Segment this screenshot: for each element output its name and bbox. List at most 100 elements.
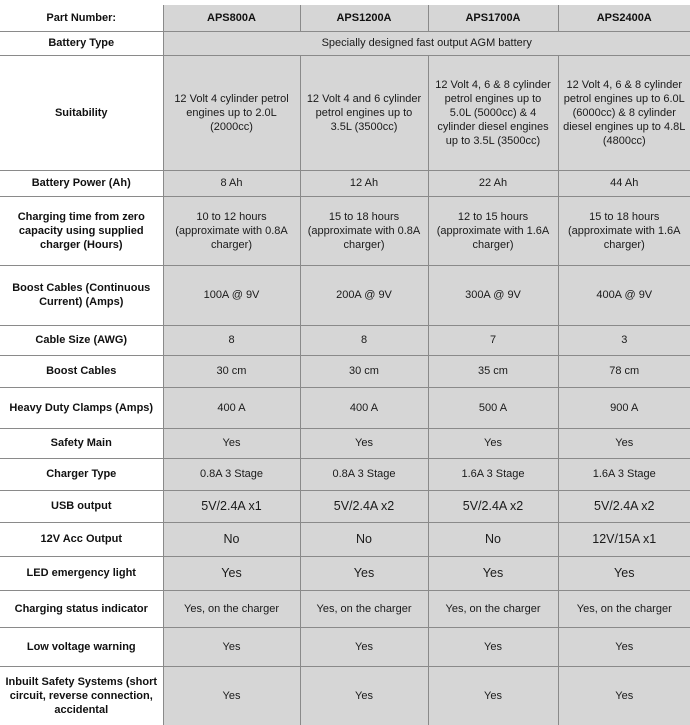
cell-value: 3 bbox=[557, 325, 690, 356]
cell-value: Yes bbox=[557, 428, 690, 459]
cell-value: 12 to 15 hours (approximate with 1.6A ch… bbox=[427, 196, 558, 266]
cell-value: Yes bbox=[427, 627, 558, 667]
cell-value: Yes bbox=[427, 666, 558, 725]
cell-value: 1.6A 3 Stage bbox=[427, 458, 558, 491]
cell-value: Yes bbox=[299, 627, 428, 667]
cell-value: 12 Ah bbox=[299, 170, 428, 197]
table-row: Battery Power (Ah) 8 Ah 12 Ah 22 Ah 44 Ah bbox=[0, 170, 690, 197]
model-aps800a: APS800A bbox=[162, 5, 300, 32]
row-label: Heavy Duty Clamps (Amps) bbox=[0, 387, 163, 429]
cell-value: Yes, on the charger bbox=[427, 590, 558, 628]
model-aps1700a: APS1700A bbox=[427, 5, 558, 32]
cell-value: 7 bbox=[427, 325, 558, 356]
table-row: USB output 5V/2.4A x1 5V/2.4A x2 5V/2.4A x2… bbox=[0, 490, 690, 523]
cell-value: Yes, on the charger bbox=[299, 590, 428, 628]
cell-value: Yes bbox=[162, 666, 300, 725]
row-label: Charger Type bbox=[0, 458, 163, 491]
row-label: Cable Size (AWG) bbox=[0, 325, 163, 356]
cell-value: No bbox=[427, 522, 558, 557]
cell-value: Yes bbox=[162, 428, 300, 459]
table-row: Suitability 12 Volt 4 cylinder petrol eng… bbox=[0, 55, 690, 171]
cell-value: Yes bbox=[557, 666, 690, 725]
table-row: Inbuilt Safety Systems (short circuit, r… bbox=[0, 666, 690, 725]
row-label: LED emergency light bbox=[0, 556, 163, 591]
cell-value: 10 to 12 hours (approximate with 0.8A ch… bbox=[162, 196, 300, 266]
table-row: Charger Type 0.8A 3 Stage 0.8A 3 Stage 1.6A… bbox=[0, 458, 690, 491]
cell-value: Yes bbox=[557, 627, 690, 667]
table-row: 12V Acc Output No No No 12V/15A x1 bbox=[0, 522, 690, 557]
cell-value: Yes bbox=[427, 428, 558, 459]
cell-value: 8 Ah bbox=[162, 170, 300, 197]
battery-type-row: Battery Type Specially designed fast out… bbox=[0, 31, 690, 56]
row-label: Low voltage warning bbox=[0, 627, 163, 667]
cell-value: 15 to 18 hours (approximate with 0.8A ch… bbox=[299, 196, 428, 266]
cell-value: Yes bbox=[299, 428, 428, 459]
cell-value: 78 cm bbox=[557, 355, 690, 388]
cell-value: 5V/2.4A x2 bbox=[427, 490, 558, 523]
cell-value: 35 cm bbox=[427, 355, 558, 388]
cell-value: 12 Volt 4 and 6 cylinder petrol engines … bbox=[299, 55, 428, 171]
cell-value: 5V/2.4A x1 bbox=[162, 490, 300, 523]
spec-table: Part Number: APS800A APS1200A APS1700A A… bbox=[0, 5, 690, 725]
cell-value: Yes bbox=[162, 556, 300, 591]
row-label: Suitability bbox=[0, 55, 163, 171]
cell-value: Yes bbox=[299, 666, 428, 725]
cell-value: 44 Ah bbox=[557, 170, 690, 197]
cell-value: 5V/2.4A x2 bbox=[299, 490, 428, 523]
row-label: Boost Cables (Continuous Current) (Amps) bbox=[0, 265, 163, 326]
cell-value: 8 bbox=[162, 325, 300, 356]
row-label: Battery Power (Ah) bbox=[0, 170, 163, 197]
table-row: LED emergency light Yes Yes Yes Yes bbox=[0, 556, 690, 591]
row-label: USB output bbox=[0, 490, 163, 523]
cell-value: No bbox=[162, 522, 300, 557]
cell-value: 0.8A 3 Stage bbox=[299, 458, 428, 491]
cell-value: 400 A bbox=[299, 387, 428, 429]
row-label: Safety Main bbox=[0, 428, 163, 459]
cell-value: 100A @ 9V bbox=[162, 265, 300, 326]
cell-value: 300A @ 9V bbox=[427, 265, 558, 326]
cell-value: 12V/15A x1 bbox=[557, 522, 690, 557]
cell-value: 12 Volt 4 cylinder petrol engines up to … bbox=[162, 55, 300, 171]
table-row: Charging status indicator Yes, on the cha… bbox=[0, 590, 690, 628]
cell-value: Yes bbox=[162, 627, 300, 667]
cell-value: 8 bbox=[299, 325, 428, 356]
cell-value: No bbox=[299, 522, 428, 557]
header-row: Part Number: APS800A APS1200A APS1700A A… bbox=[0, 5, 690, 32]
cell-value: Yes, on the charger bbox=[162, 590, 300, 628]
cell-value: 15 to 18 hours (approximate with 1.6A ch… bbox=[557, 196, 690, 266]
row-label: Charging time from zero capacity using s… bbox=[0, 196, 163, 266]
cell-value: 0.8A 3 Stage bbox=[162, 458, 300, 491]
row-label: Inbuilt Safety Systems (short circuit, r… bbox=[0, 666, 163, 725]
model-aps1200a: APS1200A bbox=[299, 5, 428, 32]
cell-value: 30 cm bbox=[299, 355, 428, 388]
table-row: Charging time from zero capacity using s… bbox=[0, 196, 690, 266]
table-row: Boost Cables 30 cm 30 cm 35 cm 78 cm bbox=[0, 355, 690, 388]
cell-value: 5V/2.4A x2 bbox=[557, 490, 690, 523]
cell-value: 1.6A 3 Stage bbox=[557, 458, 690, 491]
table-row: Low voltage warning Yes Yes Yes Yes bbox=[0, 627, 690, 667]
cell-value: Yes bbox=[427, 556, 558, 591]
row-label: Boost Cables bbox=[0, 355, 163, 388]
table-row: Boost Cables (Continuous Current) (Amps)… bbox=[0, 265, 690, 326]
cell-value: 200A @ 9V bbox=[299, 265, 428, 326]
row-label: Charging status indicator bbox=[0, 590, 163, 628]
model-aps2400a: APS2400A bbox=[557, 5, 690, 32]
cell-value: 22 Ah bbox=[427, 170, 558, 197]
cell-value: Yes, on the charger bbox=[557, 590, 690, 628]
battery-type-label: Battery Type bbox=[0, 31, 163, 56]
table-row: Safety Main Yes Yes Yes Yes bbox=[0, 428, 690, 459]
cell-value: Yes bbox=[557, 556, 690, 591]
cell-value: 900 A bbox=[557, 387, 690, 429]
cell-value: 500 A bbox=[427, 387, 558, 429]
cell-value: 30 cm bbox=[162, 355, 300, 388]
table-row: Cable Size (AWG) 8 8 7 3 bbox=[0, 325, 690, 356]
cell-value: 400A @ 9V bbox=[557, 265, 690, 326]
part-number-label: Part Number: bbox=[0, 5, 163, 32]
row-label: 12V Acc Output bbox=[0, 522, 163, 557]
cell-value: 12 Volt 4, 6 & 8 cylinder petrol engines… bbox=[427, 55, 558, 171]
cell-value: Yes bbox=[299, 556, 428, 591]
cell-value: 400 A bbox=[162, 387, 300, 429]
cell-value: 12 Volt 4, 6 & 8 cylinder petrol engines… bbox=[557, 55, 690, 171]
battery-type-value: Specially designed fast output AGM batte… bbox=[162, 31, 690, 56]
